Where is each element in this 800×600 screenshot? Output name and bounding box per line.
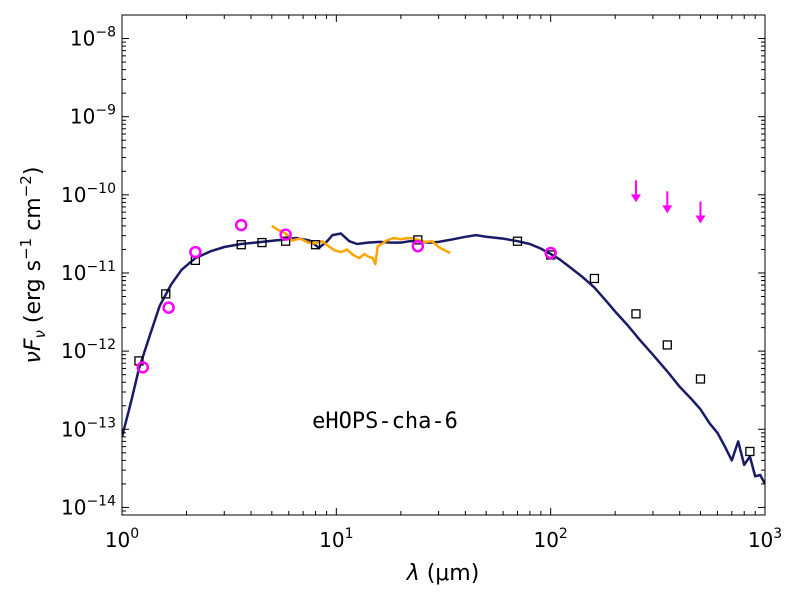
photometry-circle xyxy=(411,239,425,253)
upper-limit-head xyxy=(630,194,641,203)
upper-limit-arrow xyxy=(662,191,673,214)
model-flux-square xyxy=(745,446,755,457)
y-tick-label: 10−13 xyxy=(61,415,116,441)
upper-limit-head xyxy=(695,215,706,224)
x-axis-title: λ (μm) xyxy=(406,561,480,586)
y-tick-label: 10−8 xyxy=(70,25,116,51)
model-flux-square xyxy=(662,340,672,350)
y-tick-label: 10−10 xyxy=(61,181,116,207)
x-tick-label: 101 xyxy=(319,526,353,552)
upper-limit-arrow xyxy=(695,201,706,224)
photometry-circle xyxy=(162,301,175,314)
x-tick-label: 100 xyxy=(105,526,139,552)
photometry-circle xyxy=(234,218,248,232)
y-tick-label: 10−14 xyxy=(61,493,116,519)
data-layer xyxy=(122,218,765,485)
plot-frame xyxy=(121,14,766,516)
photometry-circle xyxy=(279,228,292,241)
y-tick-label: 10−9 xyxy=(70,103,116,129)
y-tick-label: 10−11 xyxy=(61,259,116,285)
model-flux-square xyxy=(310,240,321,250)
model-flux-square xyxy=(589,273,600,284)
source-label: eHOPS-cha-6 xyxy=(312,409,458,434)
upper-limit-layer xyxy=(630,180,706,224)
x-tick-label: 103 xyxy=(748,526,782,552)
model-flux-square xyxy=(161,289,171,299)
ticks-layer: 100 101 102 103 10−14 10−13 10−12 10−11 10−10 10−… xyxy=(61,14,782,552)
photometry-circle xyxy=(136,361,150,374)
upper-limit-arrow xyxy=(630,180,641,203)
plot-background xyxy=(122,15,765,515)
model-flux-square xyxy=(631,309,641,319)
upper-limit-head xyxy=(662,205,673,214)
photometry-circle xyxy=(544,246,557,260)
photometry-circle xyxy=(189,245,202,259)
model-flux-square xyxy=(257,237,267,248)
model-flux-square xyxy=(695,374,706,384)
model-flux-square xyxy=(512,236,523,246)
model-flux-square xyxy=(236,240,246,250)
model-flux-square xyxy=(413,235,423,245)
y-tick-label: 10−12 xyxy=(61,337,116,363)
model-sed-line xyxy=(122,232,765,485)
y-axis-title: νFν (erg s−1 cm−2) xyxy=(17,167,49,364)
x-tick-label: 102 xyxy=(533,526,567,552)
model-flux-square xyxy=(280,236,291,246)
